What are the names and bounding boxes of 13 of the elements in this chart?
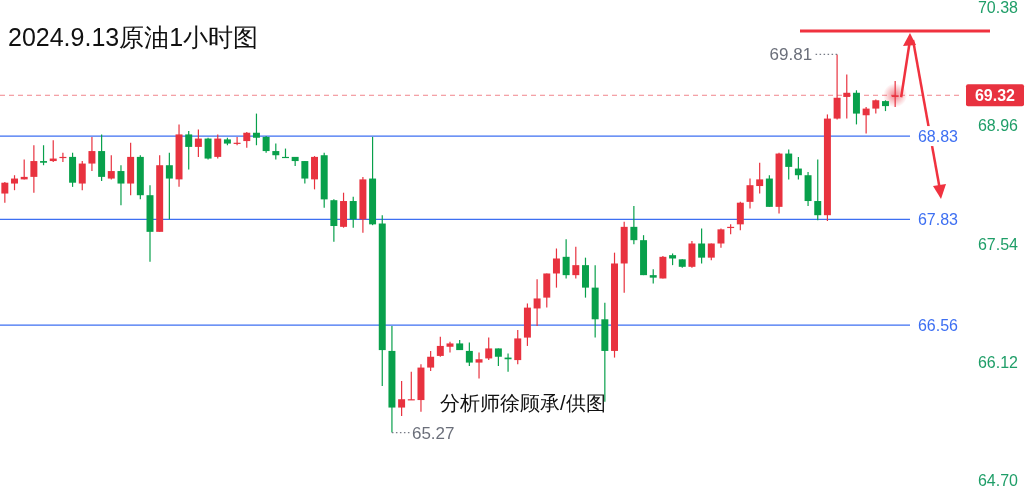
text: 2024.9.13原油1小时图	[8, 23, 259, 51]
ref-line-label: 69.32	[974, 87, 1016, 105]
y-tick-label: 68.96	[977, 117, 1019, 135]
annotation: 69.81	[769, 45, 813, 65]
annotation: 分析师徐顾承/供图	[440, 392, 606, 414]
ref-line-label: 68.83	[917, 128, 959, 146]
annotation: 65.27	[411, 423, 455, 443]
ref-line-label: 66.56	[917, 317, 959, 335]
y-tick-label: 70.38	[977, 0, 1019, 16]
y-tick-label: 66.12	[977, 353, 1019, 371]
ref-line-label: 67.83	[917, 211, 959, 229]
y-tick-label: 64.70	[977, 472, 1019, 489]
y-tick-label: 67.54	[977, 235, 1019, 253]
